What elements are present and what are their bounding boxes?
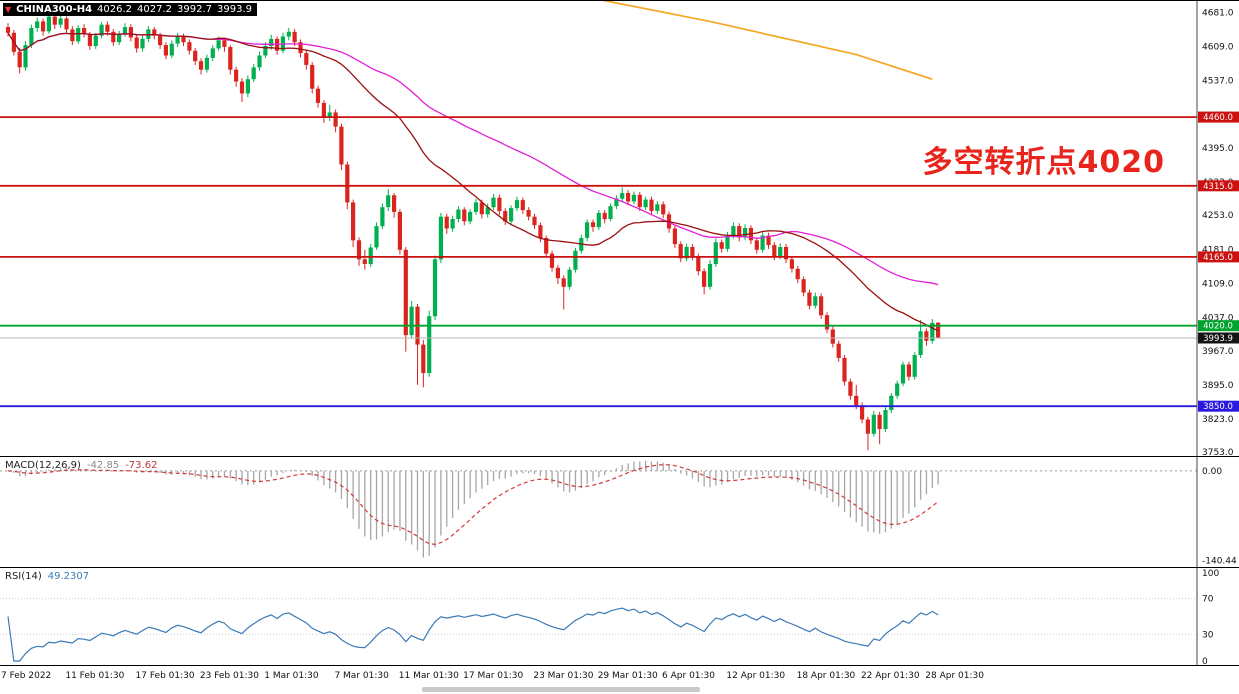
panel-divider[interactable]	[0, 567, 1239, 568]
time-axis-label: 18 Apr 01:30	[796, 671, 856, 681]
candlesticks	[5, 12, 941, 451]
time-axis-label: 29 Mar 01:30	[597, 671, 658, 681]
rsi-canvas[interactable]: 100 70 30 0	[0, 568, 1239, 665]
price-tag-text: 4020.0	[1203, 322, 1233, 332]
rsi-panel: 100 70 30 0	[0, 568, 1239, 665]
price-tag-3850.0[interactable]	[1198, 400, 1239, 412]
price-tag-3993.9[interactable]	[1198, 332, 1239, 344]
price-tag-4315.0[interactable]	[1198, 180, 1239, 192]
price-tag-text: 3850.0	[1203, 402, 1233, 412]
window-top-border	[0, 0, 1239, 1]
time-axis-label: 22 Apr 01:30	[860, 671, 920, 681]
price-axis-label: 4395.0	[1202, 144, 1234, 154]
price-tag-text: 3993.9	[1203, 334, 1233, 344]
symbol-label: CHINA300-H4	[16, 4, 93, 15]
open-value: 4026.2	[97, 4, 133, 15]
annotation-text: 多空转折点4020	[922, 145, 1165, 180]
price-axis-label: 3753.0	[1202, 448, 1234, 456]
macd-signal-line	[7, 464, 939, 546]
price-axis-label: 4681.0	[1202, 8, 1234, 18]
price-axis-label: 4537.0	[1202, 77, 1234, 87]
price-axis-label: 3895.0	[1202, 381, 1234, 391]
price-chart-panel: 4681.04609.04537.04465.04395.04323.04253…	[0, 1, 1239, 456]
time-axis-label: 11 Mar 01:30	[398, 671, 459, 681]
panel-divider[interactable]	[0, 456, 1239, 457]
rsi-axis-label: 70	[1202, 595, 1214, 605]
horizontal-scrollbar[interactable]	[422, 687, 700, 692]
rsi-axis-label: 30	[1202, 630, 1214, 640]
ma-slow-magenta	[7, 32, 939, 286]
orange-trendline[interactable]	[546, 1, 933, 81]
price-tag-4020.0[interactable]	[1198, 320, 1239, 332]
rsi-axis-label: 0	[1202, 657, 1208, 665]
time-axis-label: 17 Feb 01:30	[135, 671, 195, 681]
time-axis-label: 23 Feb 01:30	[199, 671, 259, 681]
low-value: 3992.7	[177, 4, 213, 15]
price-axis-label: 4181.0	[1202, 245, 1234, 255]
macd-label: MACD(12,26,9) -42.85 -73.62	[5, 460, 157, 471]
price-axis-label: 3823.0	[1202, 415, 1234, 425]
price-tag-text: 4165.0	[1203, 253, 1233, 263]
time-axis-label: 12 Apr 01:30	[726, 671, 786, 681]
chart-title-bar: ▼ CHINA300-H4 4026.2 4027.2 3992.7 3993.…	[3, 3, 258, 16]
time-axis-label: 28 Apr 01:30	[925, 671, 984, 681]
time-axis[interactable]: 7 Feb 2022 11 Feb 01:30 17 Feb 01:30 23 Feb…	[0, 666, 1239, 688]
rsi-line	[7, 607, 939, 662]
price-tag-text: 4460.0	[1203, 113, 1233, 123]
rsi-label: RSI(14) 49.2307	[5, 571, 89, 582]
time-axis-label: 7 Mar 01:30	[334, 671, 389, 681]
symbol-icon: ▼	[5, 5, 12, 14]
time-axis-label: 17 Mar 01:30	[463, 671, 524, 681]
time-axis-label: 23 Mar 01:30	[533, 671, 594, 681]
price-scale[interactable]	[1198, 1, 1239, 456]
price-tag-text: 4315.0	[1203, 182, 1233, 192]
time-axis-label: 1 Mar 01:30	[264, 671, 319, 681]
price-axis-label: 4253.0	[1202, 211, 1234, 221]
macd-axis-label: 0.00	[1202, 467, 1222, 477]
macd-main-value: -42.85	[86, 460, 120, 471]
macd-panel: 0.00 -140.44	[0, 457, 1239, 567]
rsi-value: 49.2307	[47, 571, 90, 582]
high-value: 4027.2	[137, 4, 173, 15]
price-tag-4165.0[interactable]	[1198, 251, 1239, 263]
price-tag-4460.0[interactable]	[1198, 111, 1239, 123]
macd-name: MACD(12,26,9)	[5, 460, 81, 471]
price-chart-canvas[interactable]: 4681.04609.04537.04465.04395.04323.04253…	[0, 1, 1239, 456]
price-axis-label: 4609.0	[1202, 43, 1234, 53]
ma-fast-darkred	[7, 32, 939, 332]
price-axis-label: 4109.0	[1202, 280, 1234, 290]
time-axis-label: 7 Feb 2022	[1, 671, 52, 681]
time-axis-border	[0, 665, 1239, 666]
rsi-name: RSI(14)	[5, 571, 42, 582]
time-axis-label: 11 Feb 01:30	[65, 671, 125, 681]
macd-histogram	[13, 460, 939, 558]
macd-axis-label: -140.44	[1202, 556, 1237, 566]
rsi-axis-label: 100	[1202, 569, 1219, 579]
macd-canvas[interactable]: 0.00 -140.44	[0, 457, 1239, 567]
price-axis-label: 3967.0	[1202, 347, 1234, 357]
macd-signal-value: -73.62	[125, 460, 158, 471]
price-axis-label: 4037.0	[1202, 314, 1234, 324]
time-axis-label: 6 Apr 01:30	[662, 671, 716, 681]
close-value: 3993.9	[217, 4, 253, 15]
